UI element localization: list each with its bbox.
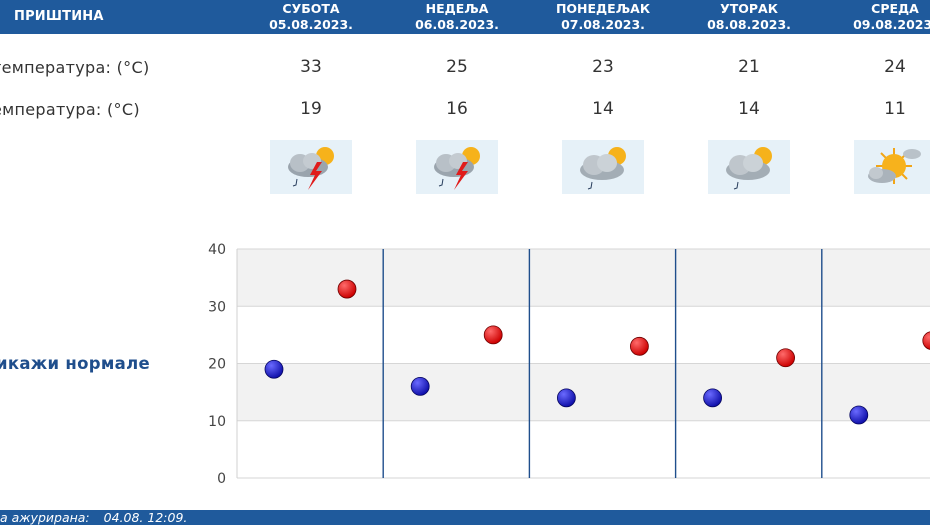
min-temp-value: 16 <box>446 99 468 119</box>
storm-icon <box>416 140 498 194</box>
day-header: ПОНЕДЕЉАК 07.08.2023. <box>530 1 676 33</box>
min-temp-point <box>264 359 284 379</box>
forecast-header: ПРИШТИНА СУБОТА 05.08.2023. НЕДЕЉА 06.08… <box>0 0 930 34</box>
min-temp-point <box>410 376 430 396</box>
day-name: ПОНЕДЕЉАК <box>555 1 651 16</box>
max-temp-point <box>483 325 503 345</box>
update-time: 04.08. 12:09. <box>103 510 188 525</box>
sun-cloud-icon <box>854 140 930 194</box>
update-label: а ажурирана: <box>0 510 90 525</box>
temperature-chart: 0 10 20 30 40 <box>208 242 930 487</box>
data-points <box>264 279 930 425</box>
max-temp-value: 33 <box>300 57 322 77</box>
day-header: УТОРАК 08.08.2023. <box>676 1 822 33</box>
grid-band <box>237 420 930 478</box>
max-temp-point <box>922 331 930 350</box>
day-date: 05.08.2023. <box>269 17 353 32</box>
city-name: ПРИШТИНА <box>14 9 104 24</box>
day-date: 09.08.2023. <box>853 17 930 32</box>
y-axis: 0 10 20 30 40 <box>208 242 226 487</box>
show-norms-link[interactable]: икажи нормале <box>0 354 150 373</box>
day-date: 07.08.2023. <box>561 17 645 32</box>
grid-band <box>237 249 930 307</box>
rain-icon <box>708 140 790 194</box>
max-temp-label: температура: (°C) <box>0 58 150 77</box>
max-temp-point <box>776 348 795 368</box>
max-temp-value: 23 <box>592 57 614 77</box>
max-temp-point <box>630 336 649 356</box>
y-tick-label: 30 <box>208 299 226 315</box>
min-temp-point <box>849 405 869 425</box>
day-name: НЕДЕЉА <box>425 1 489 16</box>
max-temp-value: 25 <box>446 57 468 77</box>
y-tick-label: 40 <box>208 242 226 258</box>
day-dividers <box>382 249 823 478</box>
min-temp-label: емпература: (°C) <box>0 100 140 119</box>
min-temp-value: 14 <box>592 99 614 119</box>
rain-icon <box>562 140 644 194</box>
min-temp-point <box>557 388 576 408</box>
min-temp-value: 11 <box>884 99 906 119</box>
min-temp-value: 14 <box>738 99 760 119</box>
y-tick-label: 0 <box>217 471 226 487</box>
y-tick-label: 10 <box>208 414 226 430</box>
day-header: НЕДЕЉА 06.08.2023. <box>384 1 530 33</box>
grid-band <box>237 363 930 421</box>
day-date: 06.08.2023. <box>415 17 499 32</box>
max-temp-point <box>337 279 357 299</box>
min-temp-value: 19 <box>300 99 322 119</box>
day-name: СУБОТА <box>282 1 340 16</box>
max-temp-value: 24 <box>884 57 906 77</box>
chart-grid <box>236 248 930 479</box>
day-header: СРЕДА 09.08.2023. <box>822 1 930 33</box>
grid-band <box>237 306 930 364</box>
day-header: СУБОТА 05.08.2023. <box>238 1 384 33</box>
storm-icon <box>270 140 352 194</box>
min-temp-point <box>703 388 722 408</box>
day-name: СРЕДА <box>871 1 919 16</box>
day-date: 08.08.2023. <box>707 17 791 32</box>
max-temp-value: 21 <box>738 57 760 77</box>
day-name: УТОРАК <box>720 1 778 16</box>
y-tick-label: 20 <box>208 357 226 373</box>
update-footer: а ажурирана: 04.08. 12:09. <box>0 510 930 525</box>
